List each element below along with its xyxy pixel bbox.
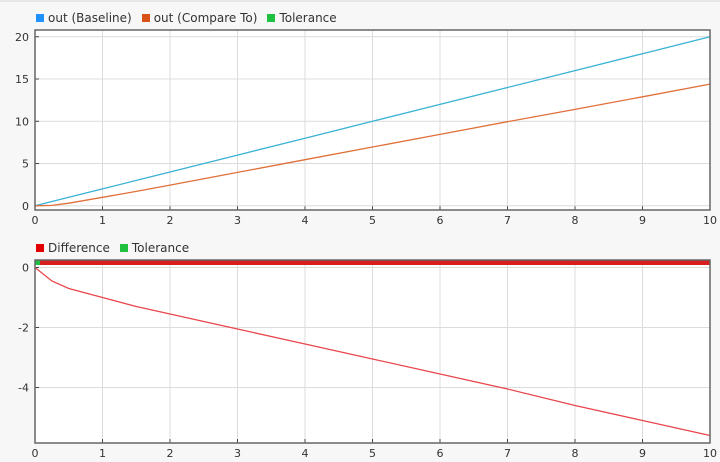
x-tick-label: 4 xyxy=(302,447,309,460)
legend-item[interactable]: Difference xyxy=(36,241,110,255)
x-tick-label: 2 xyxy=(167,214,174,227)
legend-item[interactable]: out (Baseline) xyxy=(36,11,132,25)
x-tick-label: 7 xyxy=(504,447,511,460)
legend-bottom: Difference Tolerance xyxy=(36,241,189,255)
y-tick-label: 20 xyxy=(15,31,29,44)
legend-label: Tolerance xyxy=(279,11,337,25)
x-tick-label: 8 xyxy=(572,447,579,460)
legend-label: Difference xyxy=(48,241,110,255)
x-tick-label: 7 xyxy=(504,214,511,227)
x-tick-label: 1 xyxy=(99,447,106,460)
series-line-out-compare-to- xyxy=(34,83,711,207)
y-tick-label: 5 xyxy=(22,158,29,171)
x-tick-label: 1 xyxy=(99,214,106,227)
x-tick-label: 3 xyxy=(234,447,241,460)
series-line-out-baseline- xyxy=(34,36,711,207)
legend-item[interactable]: Tolerance xyxy=(119,241,190,255)
tolerance-violation-band xyxy=(35,260,710,265)
x-tick-label: 10 xyxy=(703,447,717,460)
x-tick-label: 6 xyxy=(437,447,444,460)
y-tick-label: 15 xyxy=(15,73,29,86)
legend-top: out (Baseline) out (Compare To) Toleranc… xyxy=(36,11,337,25)
x-tick-label: 0 xyxy=(32,447,39,460)
x-tick-label: 4 xyxy=(302,214,309,227)
baseline-swatch xyxy=(36,14,44,22)
x-tick-label: 0 xyxy=(32,214,39,227)
tolerance-band xyxy=(35,260,40,265)
top-divider xyxy=(0,0,720,2)
legend-item[interactable]: Tolerance xyxy=(267,11,337,25)
legend-label: out (Compare To) xyxy=(153,11,258,25)
x-tick-label: 6 xyxy=(437,214,444,227)
tolerance-swatch xyxy=(267,14,276,22)
plot-frame xyxy=(34,29,711,211)
series-line-difference xyxy=(34,266,711,437)
legend-label: Tolerance xyxy=(131,241,190,255)
y-tick-label: -2 xyxy=(18,322,29,335)
x-tick-label: 9 xyxy=(639,214,646,227)
x-tick-label: 9 xyxy=(639,447,646,460)
x-tick-label: 5 xyxy=(369,214,376,227)
x-tick-label: 2 xyxy=(167,447,174,460)
y-tick-label: 10 xyxy=(15,115,29,128)
difference-swatch xyxy=(36,244,44,252)
compare-swatch xyxy=(141,14,150,22)
y-tick-label: -4 xyxy=(18,382,29,395)
y-tick-label: 0 xyxy=(22,200,29,213)
plot-frame xyxy=(34,259,711,444)
x-tick-label: 10 xyxy=(703,214,717,227)
y-tick-label: 0 xyxy=(22,262,29,275)
legend-item[interactable]: out (Compare To) xyxy=(141,11,258,25)
x-tick-label: 3 xyxy=(234,214,241,227)
x-tick-label: 5 xyxy=(369,447,376,460)
legend-label: out (Baseline) xyxy=(48,11,132,25)
tolerance-swatch xyxy=(119,244,128,252)
x-tick-label: 8 xyxy=(572,214,579,227)
